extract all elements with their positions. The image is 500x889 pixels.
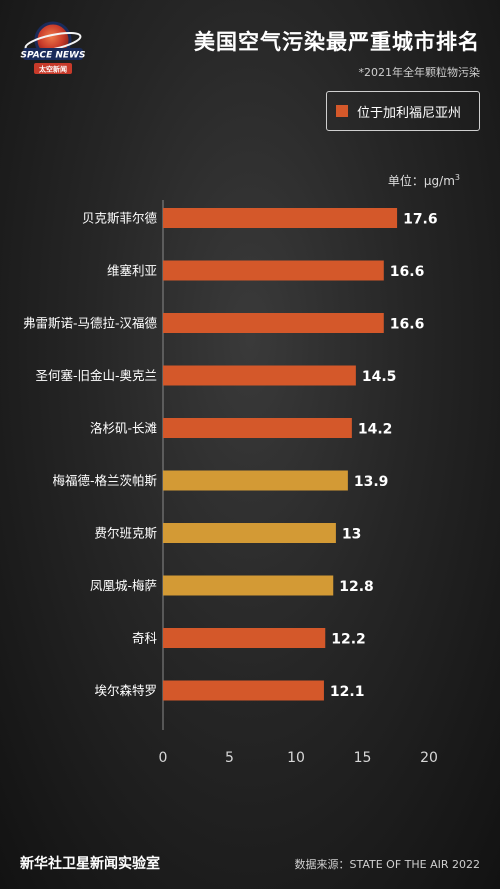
logo-subtext: 太空新闻 [39, 65, 67, 74]
footer-publisher: 新华社卫星新闻实验室 [20, 856, 160, 872]
x-tick-label: 10 [287, 750, 305, 766]
category-label: 凤凰城-梅萨 [90, 578, 157, 593]
data-label: 12.1 [330, 684, 365, 700]
category-label: 圣何塞-旧金山-奥克兰 [35, 368, 157, 383]
data-label: 13 [342, 527, 361, 543]
bar [163, 470, 348, 491]
category-label: 洛杉矶-长滩 [90, 421, 157, 436]
logo-text: SPACE NEWS [21, 51, 86, 61]
bar [163, 523, 336, 543]
bar [163, 260, 384, 281]
category-label: 梅福德-格兰茨帕斯 [52, 473, 157, 488]
space-news-logo: SPACE NEWS 太空新闻 [21, 21, 86, 74]
footer-source: 数据来源：STATE OF THE AIR 2022 [294, 858, 480, 871]
category-label: 费尔班克斯 [94, 526, 157, 541]
data-label: 12.8 [339, 579, 374, 595]
bar [163, 365, 356, 386]
category-label: 维塞利亚 [107, 263, 157, 278]
data-label: 12.2 [331, 632, 366, 648]
data-label: 16.6 [390, 264, 425, 280]
bar [163, 575, 334, 596]
x-tick-label: 20 [420, 750, 438, 766]
bar [163, 680, 324, 701]
legend-swatch-california [336, 105, 348, 117]
legend: 位于加利福尼亚州 [326, 91, 480, 131]
unit-label: 单位：μg/m3 [388, 172, 460, 189]
category-label: 贝克斯菲尔德 [82, 211, 158, 226]
bar [163, 418, 352, 438]
category-label: 弗雷斯诺-马德拉-汉福德 [23, 316, 158, 331]
unit-prefix: 单位：μg/m [387, 174, 455, 188]
bar [163, 313, 384, 333]
data-label: 14.5 [362, 369, 397, 385]
data-label: 17.6 [403, 212, 438, 228]
x-tick-label: 0 [159, 750, 168, 766]
unit-superscript: 3 [454, 173, 460, 182]
category-label: 奇科 [132, 631, 158, 646]
data-label: 16.6 [390, 317, 425, 333]
legend-label: 位于加利福尼亚州 [357, 105, 462, 121]
x-tick-label: 5 [225, 750, 234, 766]
data-label: 14.2 [358, 422, 393, 438]
bar [163, 628, 326, 648]
x-tick-label: 15 [354, 750, 372, 766]
bar [163, 208, 398, 228]
chart-subtitle: *2021年全年颗粒物污染 [358, 66, 481, 79]
chart-title: 美国空气污染最严重城市排名 [194, 30, 480, 54]
category-label: 埃尔森特罗 [94, 683, 157, 698]
data-label: 13.9 [354, 474, 389, 490]
